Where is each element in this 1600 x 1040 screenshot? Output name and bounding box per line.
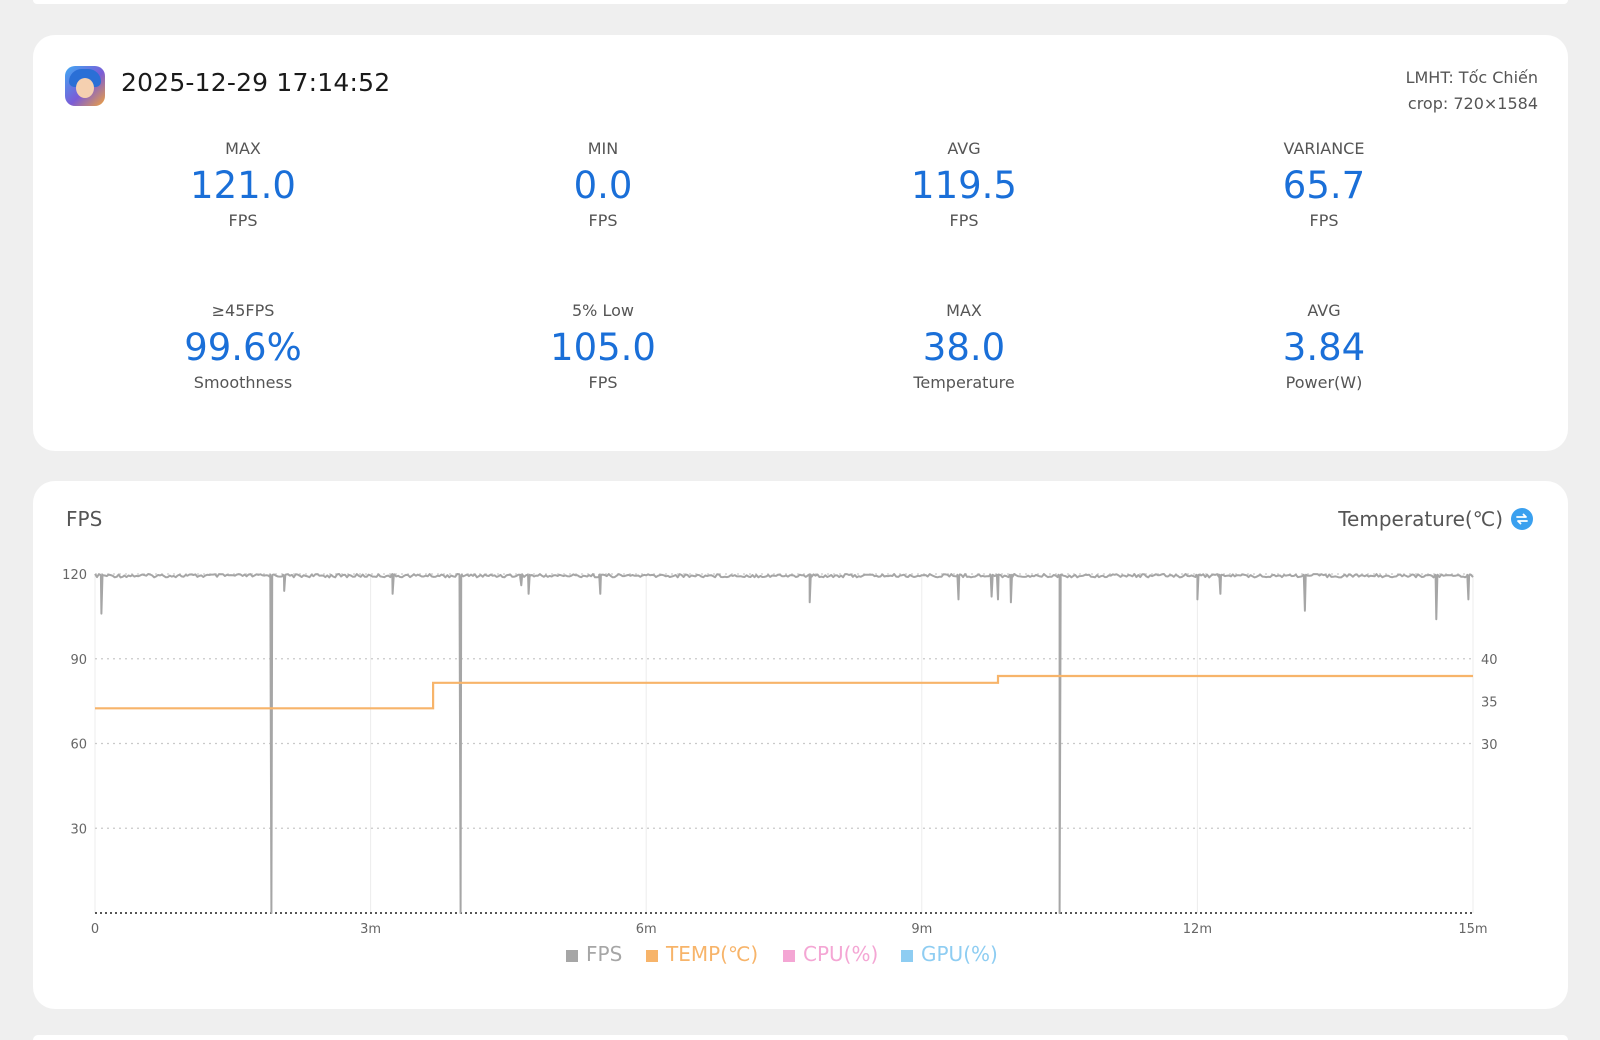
legend-swatch — [646, 950, 658, 962]
stat-value: 3.84 — [1282, 326, 1366, 369]
temperature-series-line — [95, 674, 1473, 710]
stat-unit: Power(W) — [1285, 373, 1363, 392]
game-icon — [65, 66, 105, 106]
stat-label: AVG — [1307, 301, 1341, 320]
legend-label: FPS — [586, 942, 622, 966]
x-tick-label: 6m — [636, 922, 657, 937]
stat-label: 5% Low — [572, 301, 634, 320]
legend-label: GPU(%) — [921, 942, 998, 966]
stat-unit: FPS — [949, 211, 979, 230]
session-meta: LMHT: Tốc Chiến crop: 720×1584 — [1406, 65, 1538, 117]
y-left-tick-label: 120 — [62, 568, 87, 583]
stat-label: MAX — [946, 301, 982, 320]
stat-min-fps: MIN 0.0 FPS — [453, 139, 753, 233]
session-timestamp: 2025-12-29 17:14:52 — [121, 68, 391, 97]
legend-label: CPU(%) — [803, 942, 878, 966]
fps-temperature-chart: 0 3m 6m 9m 12m 15m 120 90 60 30 40 35 30 FPS TEMP(℃) CP… — [62, 568, 1498, 966]
stat-label: VARIANCE — [1283, 139, 1365, 158]
stat-smoothness: ≥45FPS 99.6% Smoothness — [93, 301, 393, 395]
legend-label: TEMP(℃) — [665, 942, 758, 966]
stat-label: ≥45FPS — [211, 301, 275, 320]
y-left-tick-label: 60 — [70, 738, 87, 753]
stat-unit: Temperature — [913, 373, 1015, 392]
x-tick-label: 12m — [1183, 922, 1212, 937]
stat-unit: FPS — [588, 373, 618, 392]
stat-unit: Smoothness — [193, 373, 293, 392]
y-right-tick-label: 35 — [1481, 696, 1498, 711]
stat-value: 105.0 — [550, 326, 656, 369]
x-tick-label: 0 — [91, 922, 99, 937]
stat-unit: FPS — [228, 211, 258, 230]
x-tick-label: 15m — [1458, 922, 1487, 937]
stat-value: 99.6% — [184, 326, 302, 369]
y-left-tick-label: 90 — [70, 653, 87, 668]
right-axis-metric-selector[interactable]: Temperature(℃) — [1338, 507, 1533, 531]
stat-unit: FPS — [588, 211, 618, 230]
stat-max-temperature: MAX 38.0 Temperature — [814, 301, 1114, 395]
stat-5pct-low: 5% Low 105.0 FPS — [453, 301, 753, 395]
stat-value: 121.0 — [190, 164, 296, 207]
stat-unit: FPS — [1309, 211, 1339, 230]
game-name: LMHT: Tốc Chiến — [1405, 68, 1538, 87]
y-left-tick-label: 30 — [70, 822, 87, 837]
crop-size: crop: 720×1584 — [1407, 94, 1538, 113]
legend-swatch — [783, 950, 795, 962]
fps-series-line — [94, 573, 1474, 914]
chart-left-axis-title: FPS — [66, 507, 103, 531]
stat-label: AVG — [947, 139, 981, 158]
stat-variance: VARIANCE 65.7 FPS — [1174, 139, 1474, 233]
stat-label: MAX — [225, 139, 261, 158]
legend-swatch — [901, 950, 913, 962]
stat-avg-fps: AVG 119.5 FPS — [814, 139, 1114, 233]
next-card-edge — [33, 1035, 1568, 1040]
stat-value: 0.0 — [573, 164, 633, 207]
legend-swatch — [566, 950, 578, 962]
stat-max-fps: MAX 121.0 FPS — [93, 139, 393, 233]
y-right-tick-label: 40 — [1481, 653, 1498, 668]
session-summary-card: 2025-12-29 17:14:52 LMHT: Tốc Chiến crop… — [33, 35, 1568, 451]
stat-value: 38.0 — [922, 326, 1006, 369]
stat-value: 65.7 — [1282, 164, 1366, 207]
x-tick-label: 3m — [360, 922, 381, 937]
previous-card-edge — [33, 0, 1568, 4]
stat-avg-power: AVG 3.84 Power(W) — [1174, 301, 1474, 395]
swap-icon[interactable] — [1511, 508, 1533, 530]
stat-value: 119.5 — [911, 164, 1017, 207]
performance-chart-card: FPS Temperature(℃) 0 3m 6m 9m 12m 15m 120 90 60 3… — [33, 481, 1568, 1009]
x-tick-label: 9m — [911, 922, 932, 937]
right-axis-metric-label: Temperature(℃) — [1338, 507, 1503, 531]
y-right-tick-label: 30 — [1481, 738, 1498, 753]
stat-label: MIN — [587, 139, 619, 158]
